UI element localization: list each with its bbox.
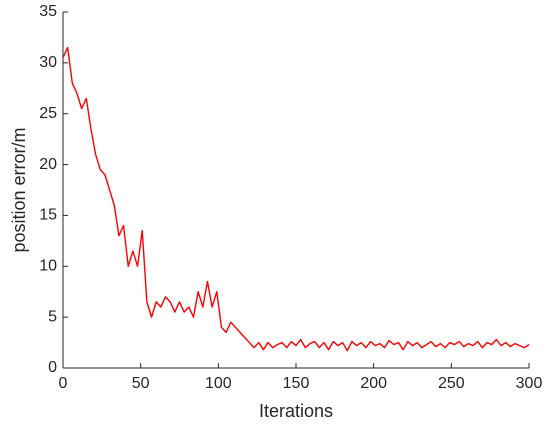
x-tick-label: 200 [360, 375, 387, 392]
x-tick-label: 50 [132, 375, 150, 392]
y-tick-label: 15 [39, 207, 57, 224]
y-tick-label: 5 [48, 308, 57, 325]
y-tick-label: 10 [39, 258, 57, 275]
x-tick-label: 100 [205, 375, 232, 392]
x-axis-label: Iterations [259, 401, 333, 421]
y-tick-label: 25 [39, 105, 57, 122]
x-tick-label: 300 [516, 375, 543, 392]
y-tick-label: 20 [39, 156, 57, 173]
y-tick-label: 0 [48, 359, 57, 376]
y-tick-label: 35 [39, 3, 57, 20]
x-tick-label: 0 [59, 375, 68, 392]
line-series [62, 46, 530, 352]
x-tick-label: 250 [438, 375, 465, 392]
y-axis-label: position error/m [9, 127, 29, 252]
x-tick-label: 150 [283, 375, 310, 392]
y-tick-label: 30 [39, 54, 57, 71]
